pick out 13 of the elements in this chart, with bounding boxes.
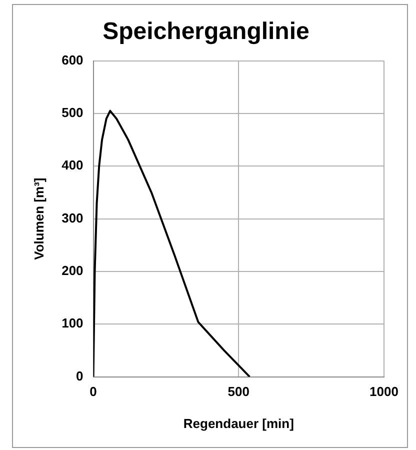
chart-title: Speicherganglinie xyxy=(102,18,310,46)
y-axis-title: Volumen [m³] xyxy=(31,178,46,260)
x-tick-label: 1000 xyxy=(370,384,398,400)
y-tick-label: 300 xyxy=(62,210,84,226)
x-tick-label: 500 xyxy=(228,384,250,400)
y-tick-label: 0 xyxy=(76,368,84,384)
y-tick-label: 100 xyxy=(62,316,84,331)
x-tick-label: 0 xyxy=(90,384,97,400)
y-tick-label: 500 xyxy=(62,105,84,120)
x-axis-title: Regendauer [min] xyxy=(183,416,294,431)
y-tick-label: 600 xyxy=(62,52,84,68)
y-tick-label: 200 xyxy=(62,263,84,278)
y-tick-label: 400 xyxy=(62,158,84,173)
